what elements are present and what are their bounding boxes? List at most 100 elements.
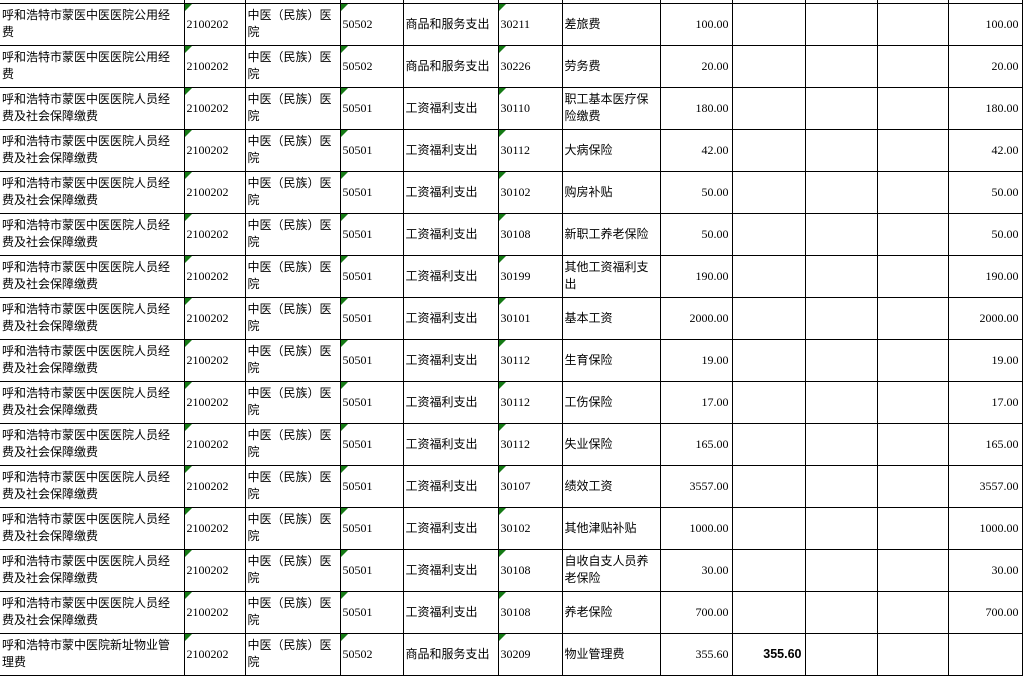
cell-econ-item-name[interactable]: 大病保险 [561,128,661,172]
cell-econ-item-code[interactable]: 30112 [497,128,563,172]
cell-econ-item-code[interactable]: 30199 [497,254,563,298]
cell-project-name[interactable]: 呼和浩特市蒙医中医医院人员经费及社会保障缴费 [0,380,185,424]
cell-unit-name[interactable]: 中医（民族）医院 [244,212,341,256]
cell-project-code[interactable]: 2100202 [183,44,246,88]
cell-amount-2[interactable] [731,464,806,508]
cell-amount-total[interactable]: 3557.00 [947,464,1023,508]
cell-blank-2[interactable] [876,464,949,508]
cell-amount-total[interactable]: 50.00 [947,212,1023,256]
cell-amount-2[interactable] [731,212,806,256]
cell-econ-class-code[interactable]: 50501 [339,590,404,634]
cell-unit-name[interactable]: 中医（民族）医院 [244,86,341,130]
cell-econ-class-name[interactable]: 商品和服务支出 [402,632,499,676]
cell-project-code[interactable]: 2100202 [183,254,246,298]
cell-econ-class-name[interactable]: 工资福利支出 [402,86,499,130]
cell-amount[interactable]: 180.00 [659,86,733,130]
cell-econ-class-code[interactable]: 50501 [339,128,404,172]
cell-amount[interactable]: 17.00 [659,380,733,424]
cell-econ-class-name[interactable]: 工资福利支出 [402,380,499,424]
cell-project-name[interactable]: 呼和浩特市蒙医中医医院人员经费及社会保障缴费 [0,464,185,508]
cell-blank-2[interactable] [876,590,949,634]
cell-blank-1[interactable] [804,422,878,466]
cell-econ-item-name[interactable]: 养老保险 [561,590,661,634]
cell-blank-1[interactable] [804,590,878,634]
cell-amount-total[interactable] [947,632,1023,676]
cell-amount-total[interactable]: 30.00 [947,548,1023,592]
cell-blank-2[interactable] [876,86,949,130]
cell-amount[interactable]: 190.00 [659,254,733,298]
cell-project-name[interactable]: 呼和浩特市蒙医中医医院人员经费及社会保障缴费 [0,128,185,172]
cell-blank-2[interactable] [876,632,949,676]
cell-econ-item-name[interactable]: 劳务费 [561,44,661,88]
cell-econ-item-code[interactable]: 30108 [497,590,563,634]
cell-project-name[interactable]: 呼和浩特市蒙医中医医院人员经费及社会保障缴费 [0,590,185,634]
cell-econ-class-name[interactable]: 工资福利支出 [402,422,499,466]
cell-blank-2[interactable] [876,128,949,172]
cell-econ-item-code[interactable]: 30102 [497,170,563,214]
cell-unit-name[interactable]: 中医（民族）医院 [244,422,341,466]
cell-econ-item-code[interactable]: 30102 [497,506,563,550]
cell-econ-item-name[interactable]: 生育保险 [561,338,661,382]
cell-econ-item-name[interactable]: 失业保险 [561,422,661,466]
cell-econ-item-code[interactable]: 30108 [497,212,563,256]
cell-amount-total[interactable]: 50.00 [947,170,1023,214]
cell-blank-1[interactable] [804,548,878,592]
cell-econ-item-name[interactable]: 差旅费 [561,2,661,46]
cell-amount-2[interactable] [731,590,806,634]
cell-project-name[interactable]: 呼和浩特市蒙医中医医院公用经费 [0,2,185,46]
cell-econ-item-code[interactable]: 30211 [497,2,563,46]
cell-econ-class-code[interactable]: 50501 [339,380,404,424]
cell-econ-class-name[interactable]: 工资福利支出 [402,212,499,256]
cell-econ-class-code[interactable]: 50501 [339,170,404,214]
cell-amount-2[interactable] [731,170,806,214]
cell-project-name[interactable]: 呼和浩特市蒙医中医医院人员经费及社会保障缴费 [0,254,185,298]
cell-econ-class-code[interactable]: 50501 [339,506,404,550]
cell-econ-item-code[interactable]: 30110 [497,86,563,130]
cell-econ-class-code[interactable]: 50501 [339,212,404,256]
cell-amount-total[interactable]: 1000.00 [947,506,1023,550]
cell-unit-name[interactable]: 中医（民族）医院 [244,632,341,676]
cell-project-code[interactable]: 2100202 [183,380,246,424]
cell-econ-class-code[interactable]: 50501 [339,548,404,592]
cell-project-name[interactable]: 呼和浩特市蒙医中医医院人员经费及社会保障缴费 [0,212,185,256]
cell-amount-total[interactable]: 42.00 [947,128,1023,172]
cell-unit-name[interactable]: 中医（民族）医院 [244,296,341,340]
cell-amount-total[interactable]: 100.00 [947,2,1023,46]
cell-unit-name[interactable]: 中医（民族）医院 [244,254,341,298]
cell-project-code[interactable]: 2100202 [183,632,246,676]
cell-amount-total[interactable]: 700.00 [947,590,1023,634]
cell-amount[interactable]: 355.60 [659,632,733,676]
cell-econ-item-code[interactable]: 30209 [497,632,563,676]
cell-amount-2[interactable] [731,128,806,172]
cell-blank-2[interactable] [876,2,949,46]
cell-blank-1[interactable] [804,212,878,256]
cell-blank-1[interactable] [804,632,878,676]
cell-amount[interactable]: 700.00 [659,590,733,634]
cell-unit-name[interactable]: 中医（民族）医院 [244,506,341,550]
cell-econ-item-name[interactable]: 绩效工资 [561,464,661,508]
cell-econ-item-code[interactable]: 30112 [497,380,563,424]
cell-blank-2[interactable] [876,254,949,298]
cell-econ-item-code[interactable]: 30101 [497,296,563,340]
cell-project-code[interactable]: 2100202 [183,464,246,508]
cell-project-name[interactable]: 呼和浩特市蒙中医院新址物业管理费 [0,632,185,676]
cell-econ-item-code[interactable]: 30226 [497,44,563,88]
cell-econ-item-name[interactable]: 购房补贴 [561,170,661,214]
cell-unit-name[interactable]: 中医（民族）医院 [244,548,341,592]
cell-econ-item-name[interactable]: 职工基本医疗保险缴费 [561,86,661,130]
cell-unit-name[interactable]: 中医（民族）医院 [244,170,341,214]
cell-blank-1[interactable] [804,296,878,340]
cell-blank-1[interactable] [804,254,878,298]
cell-amount-total[interactable]: 17.00 [947,380,1023,424]
cell-econ-class-name[interactable]: 工资福利支出 [402,506,499,550]
cell-econ-item-code[interactable]: 30112 [497,422,563,466]
cell-blank-1[interactable] [804,44,878,88]
cell-econ-item-name[interactable]: 工伤保险 [561,380,661,424]
cell-unit-name[interactable]: 中医（民族）医院 [244,44,341,88]
cell-amount-total[interactable]: 20.00 [947,44,1023,88]
cell-project-code[interactable]: 2100202 [183,338,246,382]
cell-amount-total[interactable]: 165.00 [947,422,1023,466]
cell-project-name[interactable]: 呼和浩特市蒙医中医医院人员经费及社会保障缴费 [0,338,185,382]
cell-amount-2[interactable] [731,338,806,382]
cell-econ-item-name[interactable]: 物业管理费 [561,632,661,676]
